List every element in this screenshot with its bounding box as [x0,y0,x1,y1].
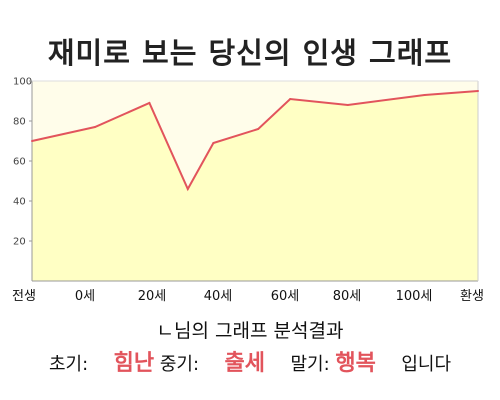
y-tick-label: 80 [13,117,26,128]
data-point [477,90,479,92]
data-point [257,128,260,130]
area-fill [32,91,478,281]
x-tick-label: 20세 [138,289,167,304]
x-axis-ticks: 전생 0세 20세 40세 60세 80세 100세 환생 [12,289,484,304]
y-tick-label: 20 [13,237,26,248]
early-value: 힘난 [113,351,155,376]
x-tick-label: 0세 [75,289,95,304]
y-axis-ticks: 20 40 60 80 100 [13,77,32,248]
analysis-summary: 초기: 힘난 중기: 출세 말기: 행복 입니다 [0,345,500,377]
page-title: 재미로 보는 당신의 인생 그래프 [47,36,453,70]
late-value: 행복 [335,351,376,376]
data-point [186,188,189,190]
y-tick-label: 40 [13,197,26,208]
result-heading: ㄴ님의 그래프 분석결과 [156,320,344,342]
y-tick-label: 60 [13,157,26,168]
data-point [289,98,292,100]
x-tick-label: 40세 [204,289,233,304]
data-point [31,140,33,142]
x-tick-label: 전생 [12,289,36,304]
life-graph-chart: 20 40 60 80 100 전생 0세 20세 40세 60세 80세 100세 환생 [12,77,484,305]
x-tick-label: 60세 [271,289,300,304]
early-label: 초기: [48,354,89,375]
x-tick-label: 환생 [460,289,484,304]
data-point [94,126,96,128]
data-point [148,102,151,104]
x-tick-label: 80세 [333,289,362,304]
data-point [423,94,426,96]
data-point [346,104,349,106]
data-point [212,142,215,144]
mid-value: 출세 [224,351,265,376]
x-tick-label: 100세 [396,289,433,304]
suffix-text: 입니다 [401,354,452,375]
y-tick-label: 100 [13,77,32,88]
data-points [31,90,479,190]
series-line [31,90,479,192]
late-label: 말기: [290,354,330,375]
mid-label: 중기: [159,354,200,375]
